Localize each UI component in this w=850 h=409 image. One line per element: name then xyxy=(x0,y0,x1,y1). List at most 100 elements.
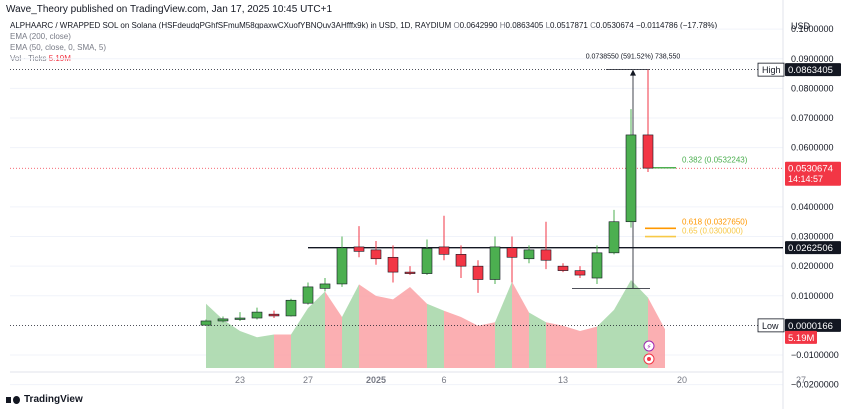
candle-up xyxy=(319,283,331,289)
volume-bar xyxy=(495,281,512,368)
y-tick-label: 0.1000000 xyxy=(791,24,834,34)
volume-bar xyxy=(546,322,563,368)
volume-bar xyxy=(376,295,393,368)
fib-65-label: 0.65 (0.0300000) xyxy=(682,227,743,236)
candle-up xyxy=(217,318,229,322)
publisher-line: Wave_Theory published on TradingView.com… xyxy=(6,4,333,15)
tradingview-brand[interactable]: TradingView xyxy=(6,394,83,405)
y-tick-label: 0.0600000 xyxy=(791,143,834,153)
candle-down xyxy=(353,246,365,252)
candle-down xyxy=(557,265,569,271)
y-tick-label: 0.0200000 xyxy=(791,261,834,271)
candle-down xyxy=(506,247,518,258)
x-tick-label: 6 xyxy=(441,375,446,385)
y-tick-label: 0.0100000 xyxy=(791,291,834,301)
volume-tag-value-bg xyxy=(785,330,817,344)
volume-bar xyxy=(291,308,308,368)
volume-bar xyxy=(444,310,461,368)
range-arrow-head xyxy=(630,69,636,76)
legend-close: 0.0530674 xyxy=(595,21,634,30)
legend-symbol-row[interactable]: ALPHAARC / WRAPPED SOL on Solana (HSFdeu… xyxy=(10,20,717,31)
candle-up xyxy=(200,320,212,326)
volume-bar xyxy=(308,291,325,368)
candle-down xyxy=(438,246,450,255)
low-tag-label-bg xyxy=(757,318,785,333)
range-label: 0.0738550 (591.52%) 738,550 xyxy=(586,54,681,61)
candle-down xyxy=(642,134,654,169)
brand-name: TradingView xyxy=(24,394,83,405)
y-tick-label: 0.0900000 xyxy=(791,54,834,64)
candle-down xyxy=(404,271,416,274)
volume-tag-value: 5.19M xyxy=(788,333,814,344)
volume-bar xyxy=(257,334,274,368)
y-tick-label: −0.0200000 xyxy=(791,380,839,390)
y-tick-label: 0.0800000 xyxy=(791,83,834,93)
candle-up xyxy=(336,247,348,285)
low-tag-value-bg xyxy=(785,318,841,332)
candle-down xyxy=(268,313,280,317)
legend-symbol: ALPHAARC / WRAPPED SOL on Solana (HSFdeu… xyxy=(10,21,452,30)
volume-bar xyxy=(563,325,580,368)
candle-up xyxy=(591,252,603,279)
close-tag-countdown: 14:14:57 xyxy=(788,174,823,184)
candle-down xyxy=(455,254,467,267)
volume-bar xyxy=(512,281,529,368)
high-tag-value: 0.0863405 xyxy=(788,65,833,76)
legend-high-label: H xyxy=(499,21,506,30)
y-tick-label: 0.0400000 xyxy=(791,202,834,212)
fib-382-label: 0.382 (0.0532243) xyxy=(682,156,748,165)
volume-bar xyxy=(410,287,427,368)
y-tick-label: 0.0300000 xyxy=(791,232,834,242)
y-tick-label: −0.0100000 xyxy=(791,350,839,360)
candle-down xyxy=(370,249,382,260)
candle-up xyxy=(625,134,637,223)
support-tag-value-bg xyxy=(785,241,841,255)
candle-up xyxy=(489,246,501,280)
x-tick-label: 2025 xyxy=(366,375,386,385)
legend-change: −0.0114786 (−17.78%) xyxy=(635,21,718,30)
fib-618-label: 0.618 (0.0327650) xyxy=(682,217,748,226)
candle-up xyxy=(285,299,297,317)
legend-ema200[interactable]: EMA (200, close) xyxy=(10,32,71,41)
legend-low-label: L xyxy=(545,21,551,30)
high-tag-label: High xyxy=(762,65,781,75)
x-tick-label: 13 xyxy=(558,375,568,385)
y-tick-label: 0.0700000 xyxy=(791,113,834,123)
candle-up xyxy=(608,221,620,254)
x-tick-label: 27 xyxy=(796,375,806,385)
volume-bar xyxy=(359,284,376,368)
price-scale-currency: USD xyxy=(791,21,811,31)
x-tick-label: 23 xyxy=(235,375,245,385)
lightning-icon xyxy=(643,340,655,352)
candle-down xyxy=(540,249,552,261)
legend-high: 0.0863405 xyxy=(505,21,544,30)
x-tick-label: 20 xyxy=(677,375,687,385)
candle-up xyxy=(302,286,314,304)
candle-up xyxy=(523,249,535,260)
high-tag-label-bg xyxy=(757,62,785,77)
volume-bar xyxy=(478,322,495,368)
candle-down xyxy=(472,265,484,280)
legend-close-label: C xyxy=(590,21,596,30)
legend-low: 0.0517871 xyxy=(550,21,588,30)
tradingview-logo-icon xyxy=(6,395,20,405)
volume-bar xyxy=(206,303,223,368)
high-tag-value-bg xyxy=(785,63,841,77)
volume-bar xyxy=(597,309,614,368)
legend-ema50[interactable]: EMA (50, close, 0, SMA, 5) xyxy=(10,43,107,52)
legend-open-label: O xyxy=(453,21,460,30)
candle-up xyxy=(234,317,246,320)
low-tag-value: 0.0000166 xyxy=(788,321,833,332)
volume-bar xyxy=(342,284,359,368)
volume-bar xyxy=(580,326,597,368)
legend-open: 0.0642990 xyxy=(459,21,498,30)
volume-bar xyxy=(427,303,444,368)
volume-bar xyxy=(529,312,546,368)
volume-bar xyxy=(393,287,410,368)
volume-bar xyxy=(223,319,240,368)
volume-bar xyxy=(274,334,291,368)
low-tag-label: Low xyxy=(762,321,779,331)
candle-down xyxy=(387,256,399,273)
